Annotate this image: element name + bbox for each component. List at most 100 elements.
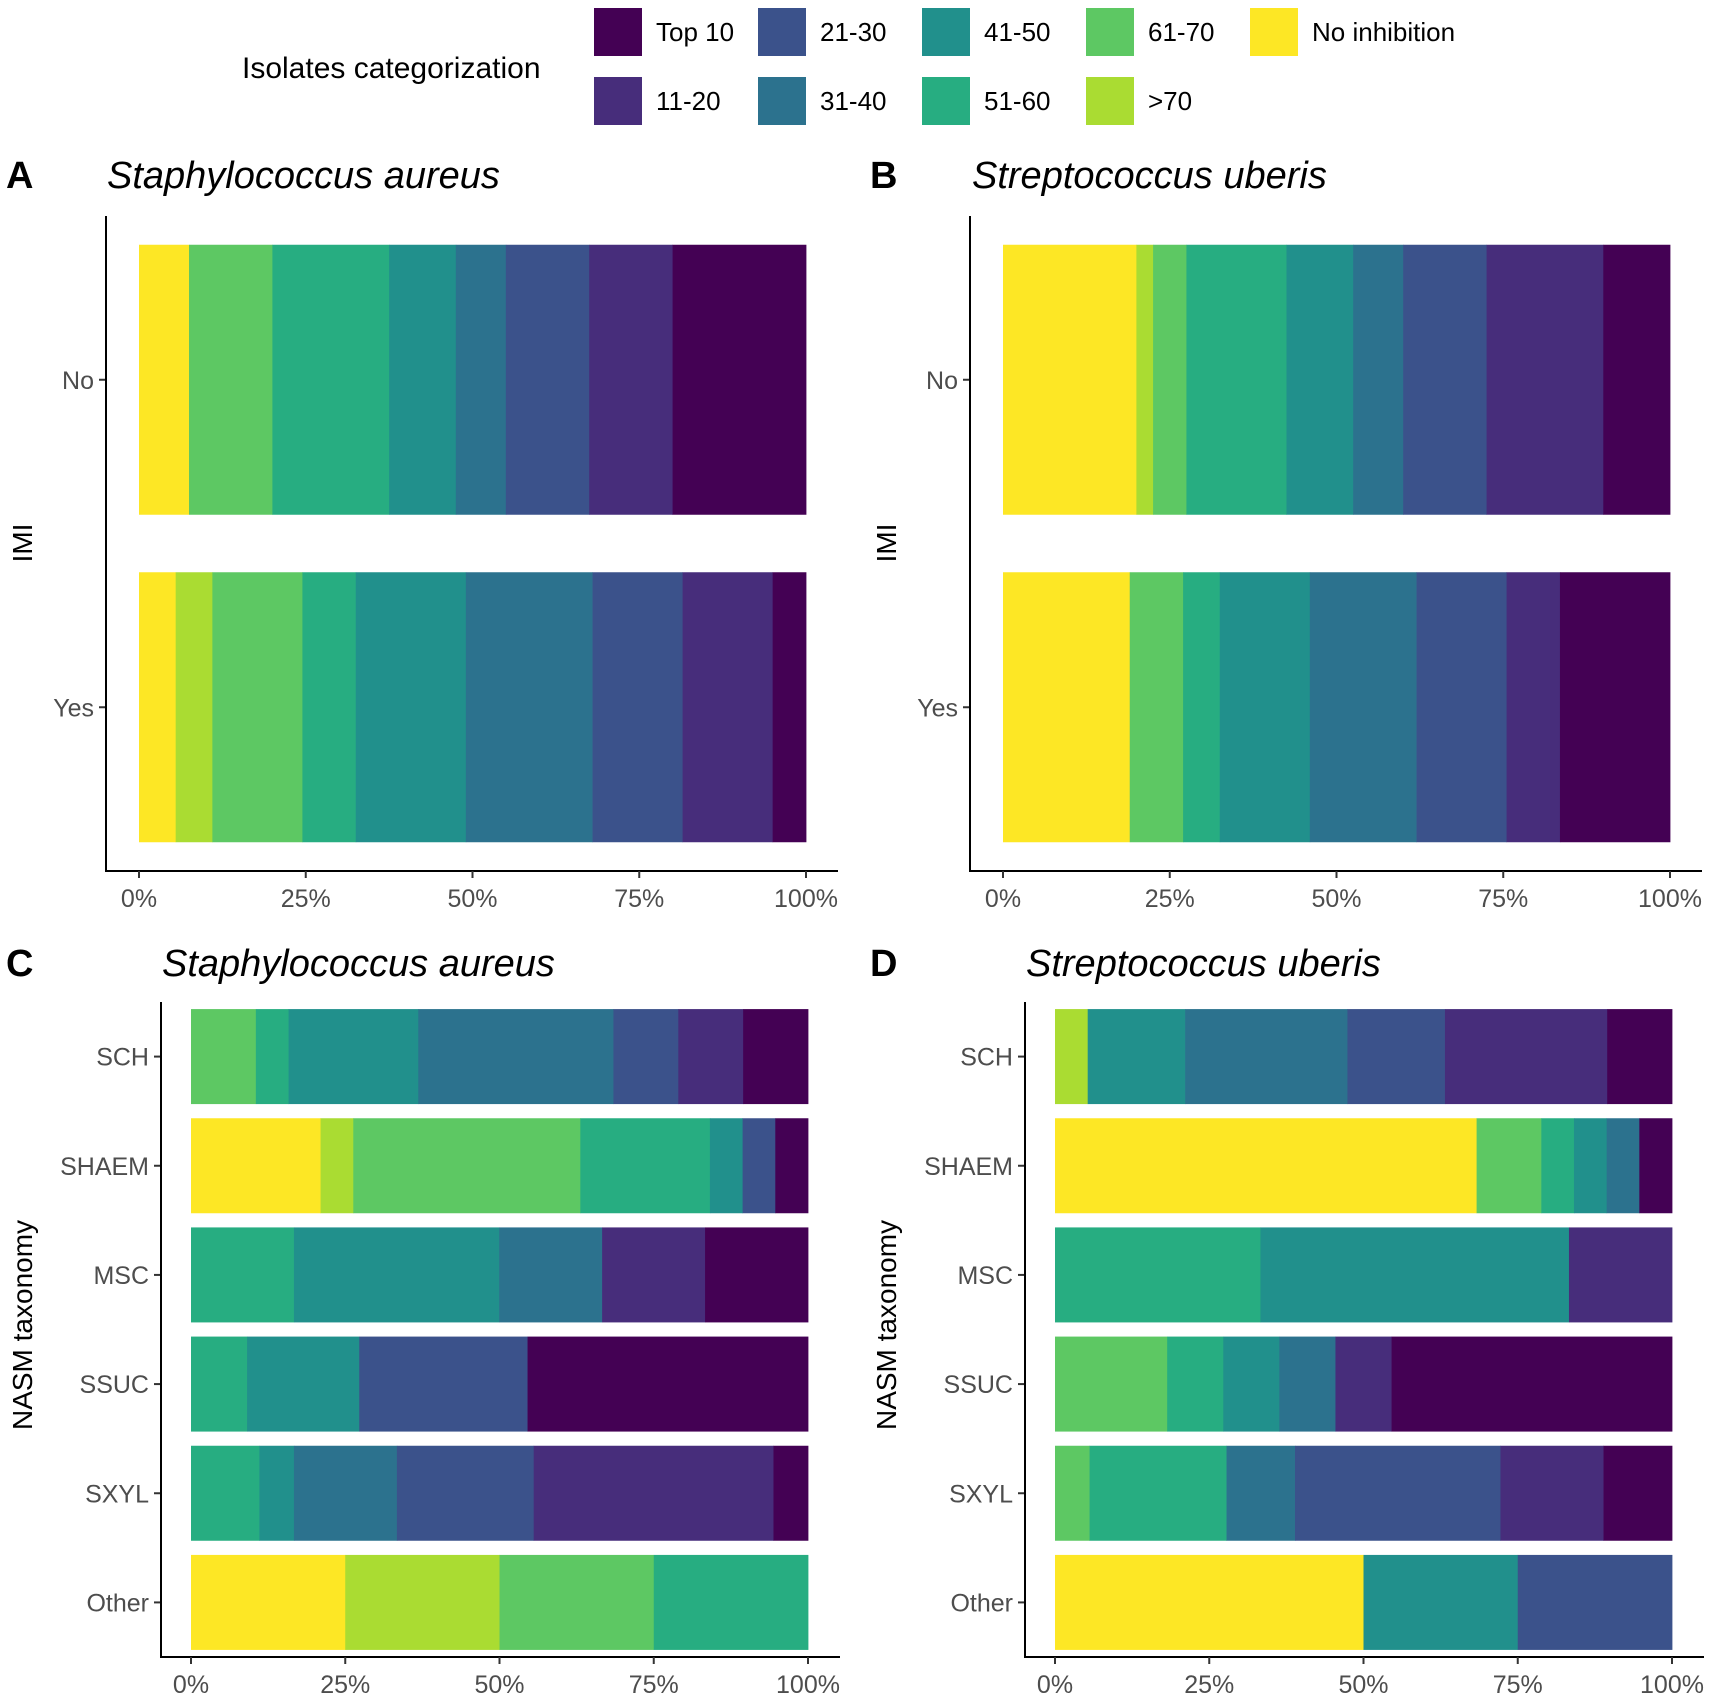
panel-d-bar-shaem-no-inhibition	[1055, 1118, 1478, 1214]
legend-label-41-50: 41-50	[984, 17, 1051, 47]
panel-c-bar-other-51-60	[653, 1554, 809, 1650]
panel-c-bar-ssuc-41-50	[247, 1336, 360, 1432]
panel-b-bar-no-top-10	[1603, 244, 1671, 515]
panel-c-bar-sxyl-top-10	[773, 1445, 809, 1541]
panel-b-y-axis-title: IMI	[871, 524, 902, 563]
panel-c-bar-sxyl-21-30	[396, 1445, 535, 1541]
panel-a-x-tick-label-2: 50%	[447, 885, 497, 913]
panel-b-axes	[969, 216, 1702, 872]
panel-d-bar-sxyl-top-10	[1603, 1445, 1673, 1541]
panel-d-bar-msc-51-60	[1055, 1227, 1261, 1323]
panel-c-y-tick-label-sxyl: SXYL	[85, 1480, 149, 1508]
legend-swatch-41-50	[922, 8, 970, 56]
legend-items: Top 10 11-20 21-30 31-40 41-50 51-60 61-70 >70 N…	[594, 8, 1455, 125]
panel-b-bar-no-31-40	[1353, 244, 1404, 515]
panel-c-x-tick-label-4: 100%	[776, 1671, 840, 1699]
panel-d-bar-sxyl-31-40	[1226, 1445, 1296, 1541]
panel-c-bar-shaem-top-10	[775, 1118, 809, 1214]
panel-d-bar-sch-31-40	[1185, 1009, 1348, 1105]
panel-c-bar-ssuc-51-60	[191, 1336, 248, 1432]
panel-c-bar-msc-51-60	[191, 1227, 295, 1323]
panel-c-bar-sxyl-41-50	[259, 1445, 295, 1541]
panel-d-y-tick-label-msc: MSC	[957, 1262, 1013, 1290]
panel-c-bar-sch-41-50	[288, 1009, 419, 1105]
panel-a-bar-yes-21-30	[592, 572, 684, 843]
panel-c-y-tick-label-ssuc: SSUC	[80, 1371, 149, 1399]
panel-b-bar-no-no-inhibition	[1003, 244, 1137, 515]
legend-label-61-70: 61-70	[1148, 17, 1215, 47]
panel-a-bar-yes-51-60	[302, 572, 357, 843]
legend-label-gt70: >70	[1148, 86, 1192, 116]
panel-d-bar-sch-gt70	[1055, 1009, 1089, 1105]
panel-c-bar-shaem-21-30	[742, 1118, 776, 1214]
panel-b-bar-no-21-30	[1403, 244, 1487, 515]
panel-b-bar-yes-no-inhibition	[1003, 572, 1131, 843]
panel-c-y-tick-label-msc: MSC	[93, 1262, 149, 1290]
panel-d-bar-other-21-30	[1517, 1554, 1673, 1650]
legend-label-11-20: 11-20	[656, 86, 721, 116]
legend: Isolates categorization Top 10 11-20 21-30…	[242, 8, 1455, 125]
panel-d-bar-sxyl-61-70	[1055, 1445, 1090, 1541]
panel-d-bar-other-41-50	[1363, 1554, 1519, 1650]
panel-c-letter: C	[6, 943, 33, 985]
panel-a-bar-no-51-60	[272, 244, 390, 515]
panel-a-x-tick-label-0: 0%	[121, 885, 157, 913]
legend-swatch-no-inhibition	[1250, 8, 1298, 56]
panel-a-x-tick-label-4: 100%	[774, 885, 838, 913]
panel-c: C Staphylococcus aureus NASM taxonomy SC…	[6, 943, 840, 1699]
panel-c-bar-sch-11-20	[678, 1009, 744, 1105]
panel-b-bar-no-61-70	[1153, 244, 1187, 515]
panel-d-title: Streptococcus uberis	[1026, 943, 1381, 985]
panel-d-bar-sch-21-30	[1347, 1009, 1446, 1105]
panel-b-bar-yes-21-30	[1416, 572, 1507, 843]
panel-c-x-tick-label-2: 50%	[474, 1671, 524, 1699]
panel-d-bar-sch-41-50	[1087, 1009, 1186, 1105]
panel-a-bar-no-61-70	[189, 244, 273, 515]
panel-b-x-tick-label-4: 100%	[1638, 885, 1702, 913]
panel-d-bar-ssuc-11-20	[1335, 1336, 1392, 1432]
panel-a-bar-no-no-inhibition	[139, 244, 190, 515]
panel-d-bar-ssuc-top-10	[1391, 1336, 1673, 1432]
panel-c-bar-sch-top-10	[743, 1009, 809, 1105]
panel-c-axes	[160, 1002, 840, 1658]
panel-d-y-axis-title: NASM taxonomy	[871, 1220, 902, 1430]
panel-c-bar-sch-31-40	[418, 1009, 614, 1105]
panel-d-x-tick-label-2: 50%	[1338, 1671, 1388, 1699]
panel-c-x-tick-label-0: 0%	[173, 1671, 209, 1699]
panel-d-bar-sch-11-20	[1444, 1009, 1608, 1105]
panel-c-bar-shaem-no-inhibition	[191, 1118, 321, 1214]
panel-a-bar-yes-no-inhibition	[139, 572, 177, 843]
panel-d-bar-msc-41-50	[1260, 1227, 1570, 1323]
panel-c-bar-sch-61-70	[191, 1009, 257, 1105]
panel-c-bar-shaem-41-50	[709, 1118, 743, 1214]
panel-b-x-tick-label-0: 0%	[985, 885, 1021, 913]
panel-c-x-tick-label-3: 75%	[629, 1671, 679, 1699]
panel-a-y-tick-label-yes: Yes	[53, 694, 94, 722]
panel-d-x-tick-label-3: 75%	[1493, 1671, 1543, 1699]
panel-a-x-tick-label-3: 75%	[614, 885, 664, 913]
panel-c-bar-other-no-inhibition	[191, 1554, 346, 1650]
panel-c-bar-sxyl-11-20	[533, 1445, 774, 1541]
panel-b: B Streptococcus uberis IMI No Yes 0% 25% 50%…	[870, 155, 1702, 913]
legend-swatch-51-60	[922, 77, 970, 125]
panel-d-bar-ssuc-31-40	[1279, 1336, 1336, 1432]
panel-c-bar-ssuc-21-30	[359, 1336, 528, 1432]
panel-b-x-tick-label-1: 25%	[1145, 885, 1195, 913]
panel-b-title: Streptococcus uberis	[972, 155, 1327, 197]
panel-d: D Streptococcus uberis NASM taxonomy SCH…	[870, 943, 1704, 1699]
panel-b-bar-no-gt70	[1136, 244, 1154, 515]
panel-d-bar-shaem-61-70	[1476, 1118, 1542, 1214]
panel-d-y-tick-label-shaem: SHAEM	[924, 1153, 1013, 1181]
panel-a-title: Staphylococcus aureus	[107, 155, 500, 197]
panel-b-bar-no-41-50	[1286, 244, 1354, 515]
panel-c-bar-shaem-gt70	[320, 1118, 354, 1214]
panel-b-y-tick-label-yes: Yes	[917, 694, 958, 722]
panel-a-bar-yes-31-40	[465, 572, 593, 843]
panel-c-bar-msc-31-40	[499, 1227, 603, 1323]
panel-d-y-tick-label-sch: SCH	[960, 1044, 1013, 1072]
panel-d-bar-sch-top-10	[1607, 1009, 1673, 1105]
panel-d-bar-sxyl-51-60	[1089, 1445, 1227, 1541]
panel-b-x-tick-label-2: 50%	[1311, 885, 1361, 913]
panel-a-bar-no-31-40	[455, 244, 507, 515]
